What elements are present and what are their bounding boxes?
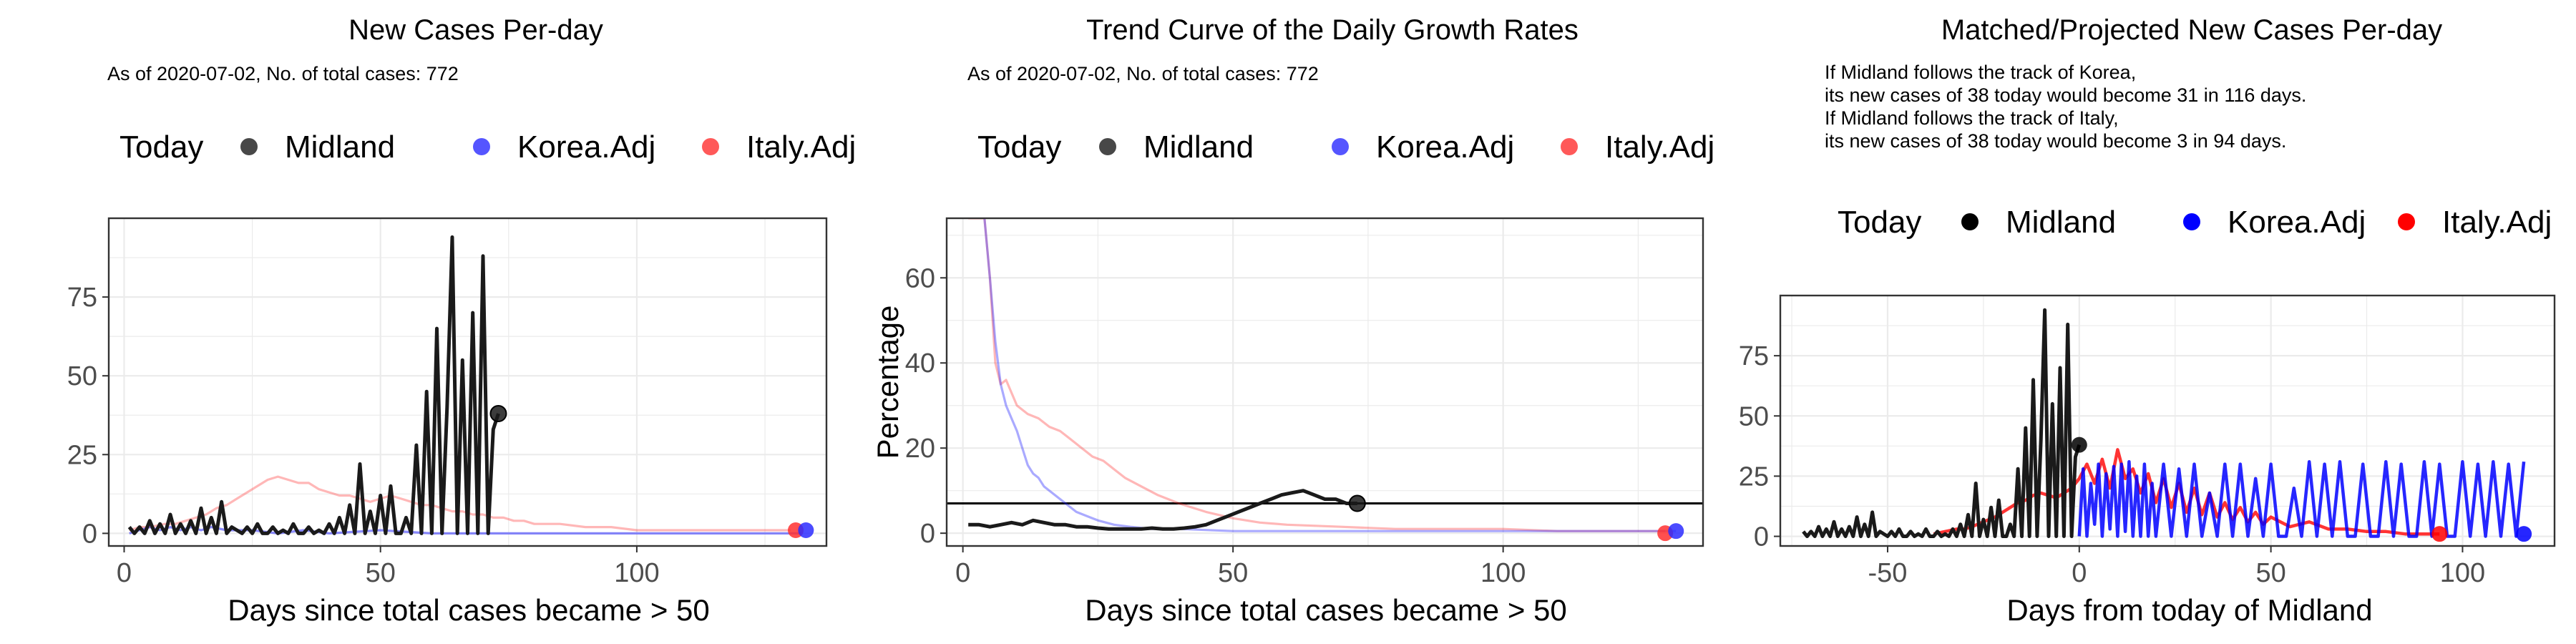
today-point-midland [1348, 494, 1366, 512]
plot-border [945, 217, 1704, 547]
today-point-korea-adj [1668, 523, 1684, 540]
chart-title: Matched/Projected New Cases Per-day [1941, 14, 2442, 46]
series-line-italy-adj [968, 218, 1666, 532]
legend-key-korea-adj [1332, 138, 1349, 155]
series-line-korea-adj [2077, 459, 2526, 538]
y-tick-label: 0 [920, 519, 935, 549]
legend-key-midland [1961, 213, 1979, 230]
legend-key-korea-adj [2183, 213, 2200, 230]
chart-subtitle: As of 2020-07-02, No. of total cases: 77… [107, 63, 459, 84]
chart-subtitle: its new cases of 38 today would become 3… [1825, 84, 2306, 106]
y-tick-label: 25 [67, 440, 97, 470]
chart-title: Trend Curve of the Daily Growth Rates [1086, 14, 1579, 46]
legend-key-italy-adj [2398, 213, 2415, 230]
x-tick-label: 0 [955, 558, 970, 588]
y-tick-label: 50 [1739, 401, 1769, 431]
today-point-midland [489, 405, 507, 423]
legend-key-midland [240, 138, 258, 155]
series-lines [127, 235, 801, 535]
series-line-midland [968, 489, 1357, 531]
y-tick-label: 20 [905, 434, 935, 464]
chart-subtitle: If Midland follows the track of Korea, [1825, 62, 2136, 83]
chart-2: Trend Curve of the Daily Growth Rates As … [871, 14, 1714, 627]
x-tick-label: 0 [2072, 558, 2087, 588]
y-tick-label: 0 [1754, 522, 1769, 552]
chart-1: New Cases Per-day As of 2020-07-02, No. o… [67, 14, 857, 627]
y-tick-label: 0 [82, 519, 97, 549]
legend-title: Today [119, 130, 203, 165]
today-point-korea-adj [2516, 526, 2532, 542]
y-tick-label: 50 [67, 361, 97, 391]
legend-label: Korea.Adj [1376, 130, 1514, 165]
y-axis-title: Percentage [871, 306, 904, 459]
legend: Today Midland Korea.Adj Italy.Adj [1838, 205, 2552, 240]
y-tick-label: 40 [905, 348, 935, 379]
legend-label: Italy.Adj [2442, 205, 2552, 240]
today-point-italy-adj [2431, 526, 2448, 542]
y-tick-label: 75 [67, 283, 97, 313]
x-tick-label: 100 [1480, 558, 1526, 588]
x-tick-label: 50 [2255, 558, 2285, 588]
x-tick-label: -50 [1868, 558, 1908, 588]
series-line-midland [127, 235, 500, 535]
chart-subtitle: As of 2020-07-02, No. of total cases: 77… [967, 63, 1319, 84]
today-point-midland [2071, 436, 2087, 453]
legend-label: Midland [1143, 130, 1254, 165]
legend: Today Midland Korea.Adj Italy.Adj [977, 130, 1714, 165]
legend-key-midland [1099, 138, 1116, 155]
chart-title: New Cases Per-day [348, 14, 603, 46]
series-line-midland [1802, 308, 2082, 538]
y-tick-label: 75 [1739, 341, 1769, 371]
y-tick-label: 60 [905, 263, 935, 293]
legend-label: Midland [285, 130, 395, 165]
gridlines [947, 218, 1703, 546]
legend-label: Midland [2006, 205, 2116, 240]
x-axis-title: Days from today of Midland [2006, 593, 2372, 627]
legend-title: Today [1838, 205, 1921, 240]
x-axis-title: Days since total cases became > 50 [228, 593, 710, 627]
legend: Today Midland Korea.Adj Italy.Adj [119, 130, 856, 165]
x-tick-label: 50 [366, 558, 396, 588]
legend-label: Italy.Adj [1605, 130, 1714, 165]
x-tick-label: 100 [614, 558, 659, 588]
plot-border [1779, 294, 2556, 547]
legend-label: Italy.Adj [746, 130, 856, 165]
x-axis-title: Days since total cases became > 50 [1085, 593, 1567, 627]
series-lines [968, 218, 1677, 532]
x-tick-label: 0 [117, 558, 132, 588]
plot-background [947, 218, 1703, 546]
series-line-korea-adj [983, 218, 1677, 532]
plot-border [107, 217, 828, 547]
chart-subtitle: If Midland follows the track of Italy, [1825, 107, 2119, 129]
today-point-korea-adj [798, 522, 814, 538]
legend-label: Korea.Adj [517, 130, 655, 165]
gridlines [1780, 295, 2555, 546]
chart-3: Matched/Projected New Cases Per-day If Mi… [1739, 14, 2556, 627]
series-lines [1802, 308, 2526, 538]
y-tick-label: 25 [1739, 462, 1769, 492]
legend-title: Today [977, 130, 1061, 165]
legend-label: Korea.Adj [2228, 205, 2366, 240]
x-tick-label: 50 [1218, 558, 1248, 588]
legend-key-korea-adj [473, 138, 490, 155]
x-tick-label: 100 [2440, 558, 2485, 588]
legend-key-italy-adj [1561, 138, 1578, 155]
chart-subtitle: its new cases of 38 today would become 3… [1825, 130, 2286, 152]
legend-key-italy-adj [702, 138, 719, 155]
series-line-italy-adj [129, 475, 791, 532]
